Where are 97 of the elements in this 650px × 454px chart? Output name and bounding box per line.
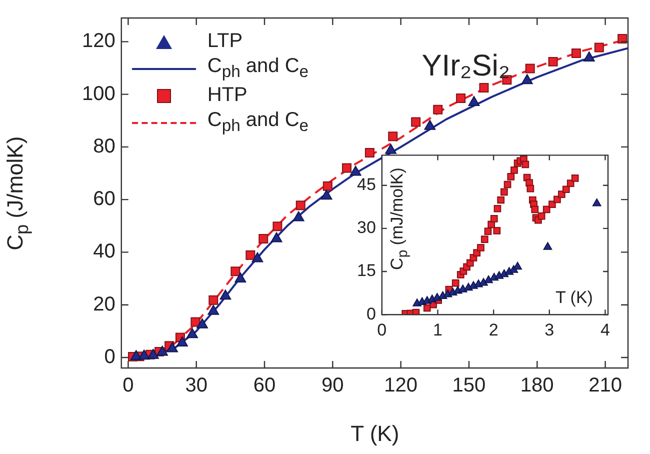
y-tick-label: 80 [93,135,116,158]
point [452,279,460,287]
point [592,198,602,206]
point [538,212,546,220]
point [458,284,468,292]
point [480,236,488,244]
legend-label: HTP [207,84,248,107]
point [320,190,332,200]
point [562,186,570,194]
x-tick-label: 210 [588,374,622,397]
point [510,166,518,174]
y-tick-label: 30 [356,218,376,238]
point [296,200,306,210]
y-tick-label: 60 [93,188,116,210]
point [479,82,489,92]
point [342,163,352,173]
point [477,244,484,252]
x-tick-label: 4 [600,320,610,340]
y-tick-label: 0 [104,346,116,368]
point [270,232,282,242]
point [350,166,362,176]
point [456,94,466,104]
x-axis-title: T (K) [350,421,400,446]
x-tick-label: 2 [488,320,498,340]
x-tick-label: 60 [253,374,276,397]
point [531,206,539,214]
x-tick-label: 0 [122,374,134,397]
y-tick-label: 45 [356,175,376,194]
x-tick-label: 120 [384,374,418,397]
point [220,290,232,300]
point [385,144,397,154]
point [548,56,558,66]
point [484,275,493,284]
point [411,117,421,127]
point [230,266,240,276]
point [438,291,448,299]
y-tick-label: 20 [93,293,116,316]
y-tick-label: 0 [366,304,376,324]
point [176,336,188,346]
point [208,295,218,305]
point [208,304,220,315]
point [571,174,579,182]
legend-label: C$_{ph}$ and C$_{e}$ [207,109,309,136]
point [252,252,264,262]
point [322,181,332,191]
point [543,242,552,250]
point [166,342,178,352]
point [364,148,374,158]
point [507,173,515,180]
x-tick-label: 3 [544,320,554,340]
x-tick-label: 150 [452,374,486,397]
point [500,188,508,196]
point [525,64,535,74]
x-tick-label: 30 [185,374,208,397]
point [497,196,504,204]
point [196,318,208,328]
point [272,222,282,232]
y-tick-label: 40 [93,240,116,263]
point [571,48,581,58]
point [504,180,512,188]
point [522,160,530,168]
y-tick-label: 15 [356,261,376,280]
point [433,104,443,114]
x-tick-label: 180 [520,374,554,397]
point [513,262,522,270]
point [618,34,628,44]
point [479,278,488,286]
y-tick-label: 100 [82,82,116,105]
point [424,120,436,130]
x-tick-label: 1 [433,320,442,340]
point [147,348,159,359]
point [468,96,480,106]
point [138,350,150,360]
point [388,132,398,142]
point [186,328,198,338]
point [484,228,492,235]
point [258,234,268,244]
point [493,227,501,234]
point [156,346,168,356]
y-tick-label: 120 [82,30,116,52]
x-tick-label: 90 [322,374,344,397]
point [594,42,604,52]
point [583,52,595,62]
point [246,250,256,260]
legend-label: C$_{ph}$ and C$_{e}$ [207,55,309,82]
point [542,206,550,214]
point [548,200,556,208]
point [234,272,246,283]
legend-label: LTP [207,30,243,53]
point [521,74,533,84]
point [292,211,304,222]
point [526,184,534,192]
point [190,317,200,327]
point [494,204,502,212]
x-axis-title: T (K) [556,288,593,308]
annotation: YIr₂Si₂ [422,49,510,82]
point [490,214,498,222]
